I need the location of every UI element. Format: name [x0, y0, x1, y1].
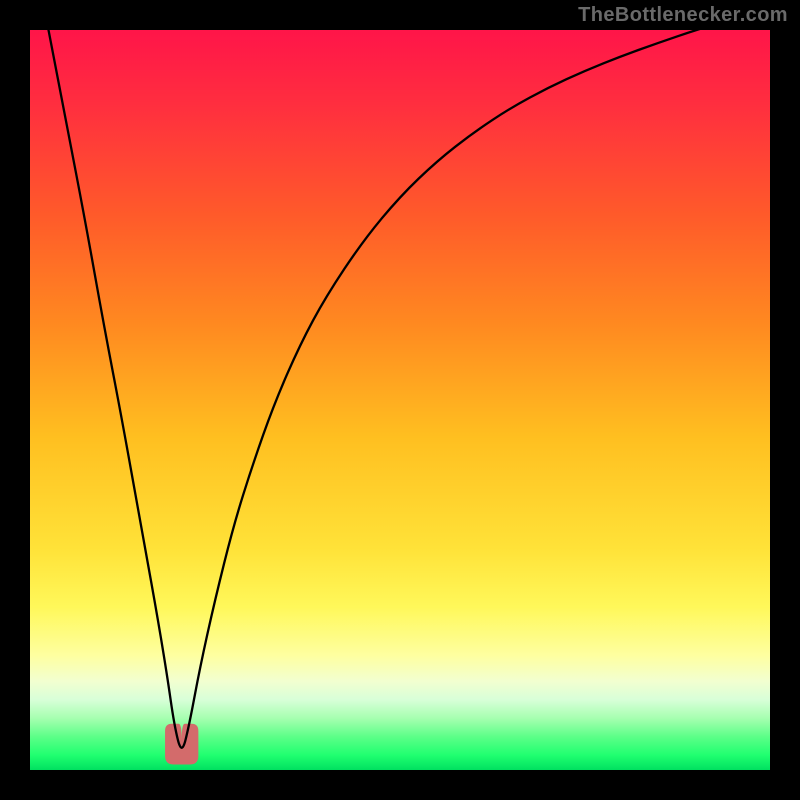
heatmap-background: [30, 30, 770, 770]
watermark-text: TheBottlenecker.com: [578, 4, 788, 27]
bottleneck-chart: [0, 0, 800, 800]
